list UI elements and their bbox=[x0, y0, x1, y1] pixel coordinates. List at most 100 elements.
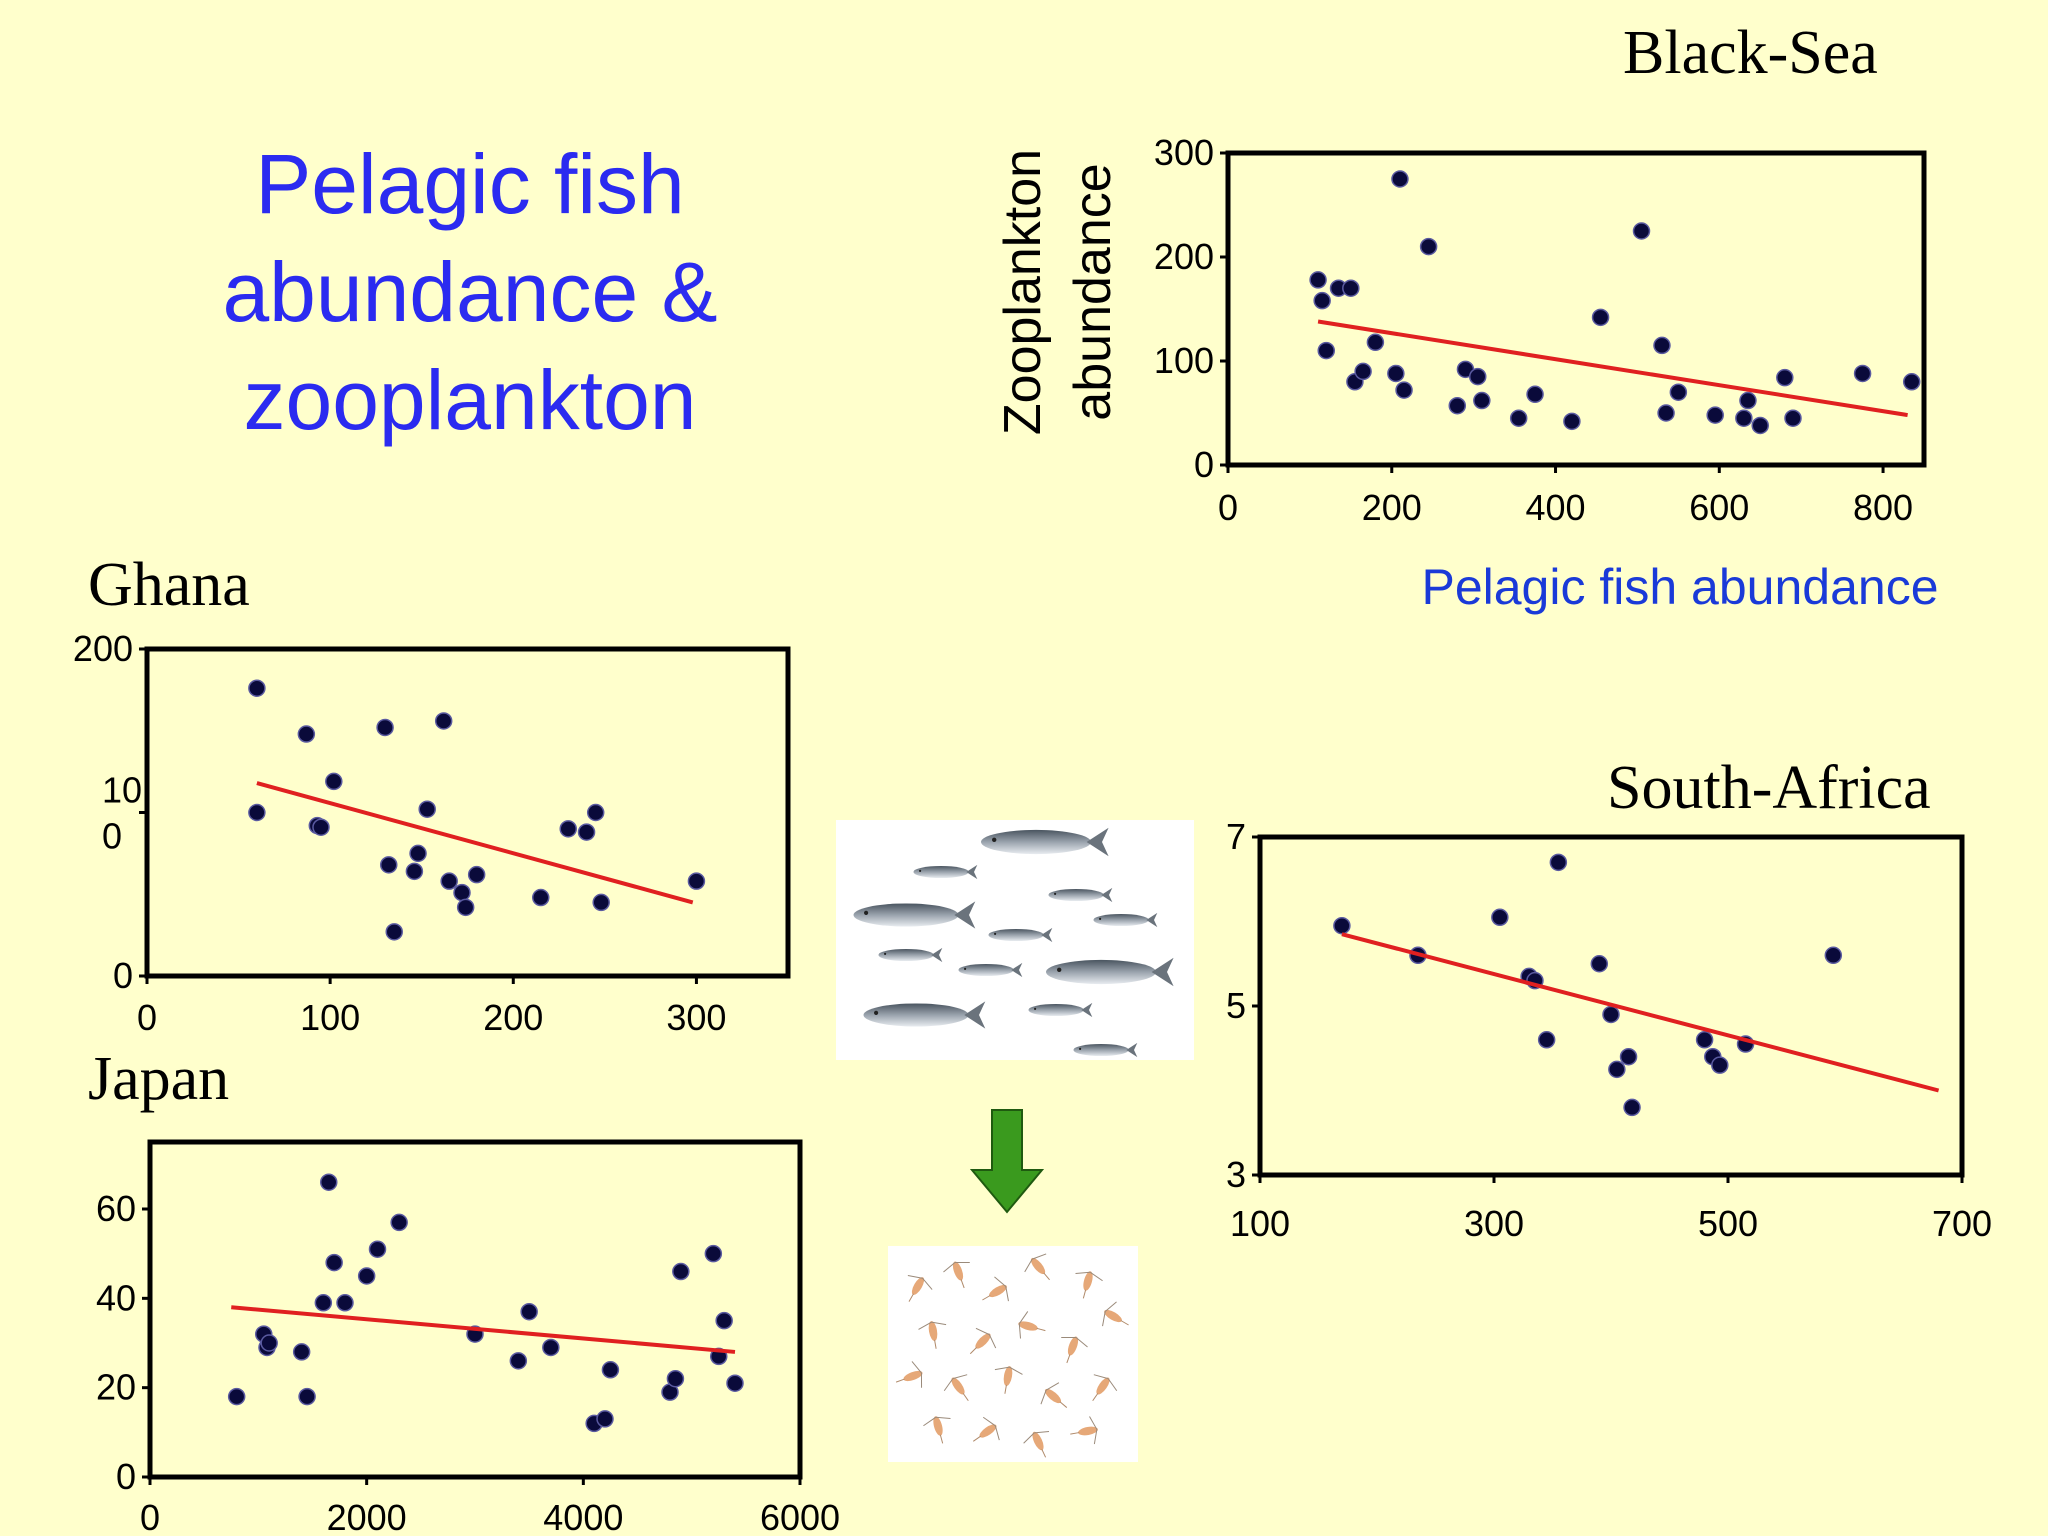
y-tick-label-line: 20 bbox=[96, 1367, 136, 1408]
y-tick-label-south-africa: 5 bbox=[1226, 985, 1246, 1026]
data-point-japan bbox=[666, 1369, 685, 1388]
y-tick-label-line: 200 bbox=[1154, 236, 1214, 277]
data-point-japan bbox=[320, 1173, 338, 1191]
data-point-ghana bbox=[325, 772, 343, 791]
data-point-south-africa bbox=[1590, 955, 1609, 973]
y-tick-label-ghana: 0 bbox=[113, 955, 133, 996]
y-tick-label-line: 7 bbox=[1226, 816, 1246, 857]
plot-frame-ghana bbox=[144, 646, 791, 979]
data-point-black-sea bbox=[1784, 409, 1802, 427]
trend-line-black-sea bbox=[1317, 319, 1908, 418]
data-point-japan bbox=[542, 1338, 560, 1357]
data-point-black-sea bbox=[1735, 409, 1753, 427]
data-point-ghana bbox=[586, 803, 605, 822]
x-tick-label-black-sea: 800 bbox=[1853, 487, 1913, 528]
data-point-black-sea bbox=[1468, 367, 1487, 386]
data-point-ghana bbox=[467, 865, 486, 884]
y-tick-label-line: 0 bbox=[116, 1456, 136, 1497]
data-point-south-africa bbox=[1537, 1031, 1556, 1049]
data-point-ghana bbox=[376, 718, 394, 737]
data-point-japan bbox=[227, 1387, 246, 1406]
data-point-south-africa bbox=[1695, 1031, 1714, 1049]
y-tick-label-japan: 60 bbox=[96, 1188, 136, 1229]
data-point-black-sea bbox=[1751, 416, 1769, 435]
main-title-line2: abundance & bbox=[222, 245, 718, 339]
y-tick-label-black-sea: 300 bbox=[1154, 132, 1214, 173]
y-tick-label-south-africa: 3 bbox=[1226, 1154, 1246, 1195]
y-tick-label-japan: 40 bbox=[96, 1277, 136, 1318]
x-tick-label-south-africa: 300 bbox=[1464, 1203, 1524, 1244]
data-point-south-africa bbox=[1549, 853, 1568, 872]
y-tick-label-south-africa: 7 bbox=[1226, 816, 1246, 857]
x-tick-label-ghana: 300 bbox=[666, 997, 726, 1038]
data-point-black-sea bbox=[1853, 364, 1872, 383]
data-point-black-sea bbox=[1902, 373, 1921, 391]
y-tick-label-japan: 20 bbox=[96, 1367, 136, 1408]
data-point-black-sea bbox=[1669, 383, 1688, 401]
data-point-black-sea bbox=[1473, 391, 1491, 410]
plot-frame-black-sea bbox=[1225, 150, 1927, 468]
data-point-japan bbox=[292, 1343, 311, 1361]
region-label-japan: Japan bbox=[88, 1045, 230, 1113]
data-point-japan bbox=[260, 1334, 278, 1352]
data-point-ghana bbox=[312, 818, 330, 836]
y-tick-label-ghana: 10 0 bbox=[102, 770, 142, 857]
data-point-ghana bbox=[297, 725, 316, 743]
x-tick-label-japan: 4000 bbox=[543, 1497, 623, 1536]
region-label-black-sea: Black-Sea bbox=[1623, 19, 1878, 87]
data-point-ghana bbox=[418, 800, 436, 818]
main-title-line3: zooplankton bbox=[243, 353, 697, 447]
data-point-south-africa bbox=[1623, 1098, 1641, 1117]
y-tick-label-line: 0 bbox=[1194, 444, 1214, 485]
data-point-japan bbox=[520, 1302, 538, 1321]
x-tick-label-black-sea: 600 bbox=[1689, 487, 1749, 528]
y-tick-label-line: 0 bbox=[113, 955, 133, 996]
x-tick-label-south-africa: 100 bbox=[1230, 1203, 1290, 1244]
region-label-south-africa: South-Africa bbox=[1607, 754, 1931, 822]
sardine-school-icon bbox=[836, 820, 1194, 1060]
main-title: Pelagic fish abundance & zooplankton bbox=[150, 130, 790, 454]
y-tick-label-ghana: 200 bbox=[73, 628, 133, 669]
data-point-black-sea bbox=[1657, 404, 1675, 422]
data-point-japan bbox=[314, 1294, 333, 1312]
data-point-black-sea bbox=[1509, 409, 1528, 427]
x-tick-label-japan: 6000 bbox=[760, 1497, 840, 1536]
data-point-black-sea bbox=[1739, 391, 1757, 410]
plot-frame-japan bbox=[147, 1139, 803, 1480]
data-point-black-sea bbox=[1776, 368, 1794, 387]
copepod-swarm-icon bbox=[888, 1246, 1138, 1462]
data-point-ghana bbox=[409, 844, 427, 863]
data-point-japan bbox=[368, 1240, 387, 1258]
y-tick-label-line: 60 bbox=[96, 1188, 136, 1229]
data-point-japan bbox=[509, 1352, 528, 1370]
data-point-ghana bbox=[405, 862, 424, 881]
trend-line-ghana bbox=[256, 781, 694, 905]
data-point-japan bbox=[390, 1213, 408, 1232]
trend-line-south-africa bbox=[1341, 932, 1940, 1093]
data-point-japan bbox=[601, 1361, 620, 1379]
y-tick-label-black-sea: 200 bbox=[1154, 236, 1214, 277]
y-tick-label-line: 3 bbox=[1226, 1154, 1246, 1195]
y-tick-label-black-sea: 100 bbox=[1154, 340, 1214, 381]
data-point-japan bbox=[357, 1267, 376, 1285]
x-tick-label-japan: 0 bbox=[140, 1497, 160, 1536]
y-tick-label-line: 300 bbox=[1154, 132, 1214, 173]
y-tick-label-black-sea: 0 bbox=[1194, 444, 1214, 485]
data-point-black-sea bbox=[1342, 279, 1360, 297]
main-title-line1: Pelagic fish bbox=[255, 137, 685, 231]
data-point-japan bbox=[704, 1244, 723, 1263]
data-point-japan bbox=[596, 1410, 614, 1428]
data-point-ghana bbox=[687, 872, 706, 890]
data-point-japan bbox=[726, 1374, 744, 1392]
data-point-black-sea bbox=[1419, 237, 1438, 256]
data-point-south-africa bbox=[1608, 1060, 1626, 1079]
data-point-black-sea bbox=[1391, 170, 1409, 188]
data-point-black-sea bbox=[1526, 385, 1544, 404]
data-point-black-sea bbox=[1309, 271, 1327, 289]
y-tick-label-line: 5 bbox=[1226, 985, 1246, 1026]
region-label-ghana: Ghana bbox=[88, 551, 250, 619]
data-point-black-sea bbox=[1354, 362, 1372, 381]
data-point-south-africa bbox=[1602, 1005, 1620, 1024]
x-tick-label-ghana: 0 bbox=[137, 997, 157, 1038]
